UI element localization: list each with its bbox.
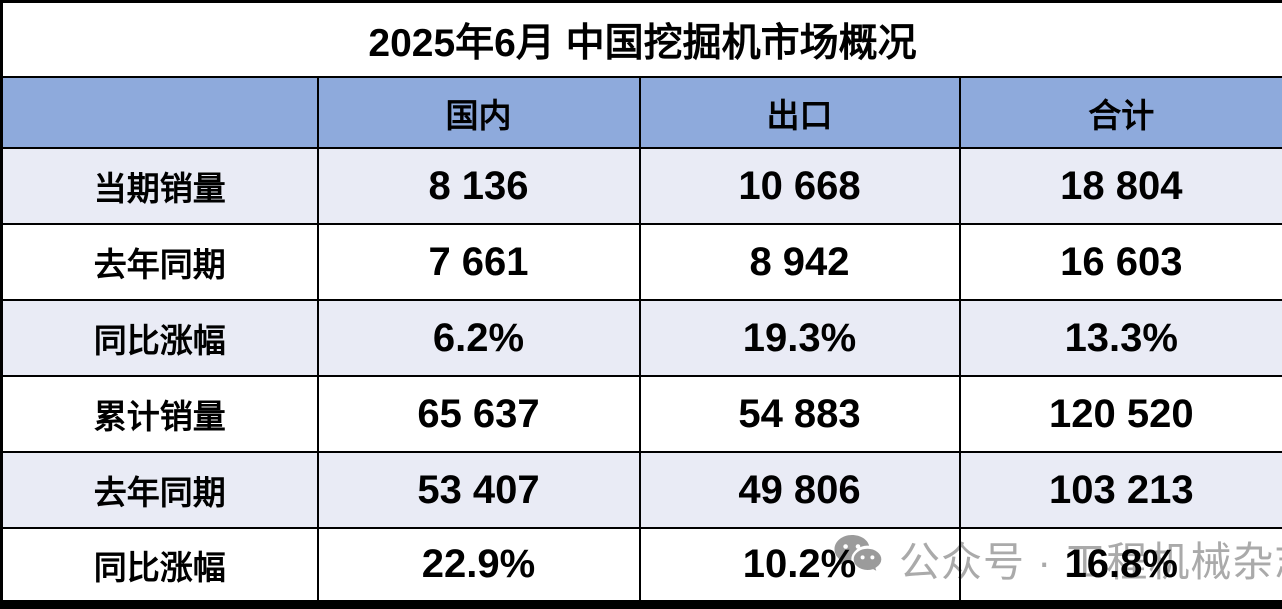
cell-domestic: 22.9%: [316, 527, 641, 606]
header-cell-empty: [0, 76, 319, 150]
cell-domestic: 65 637: [316, 375, 641, 454]
cell-export: 8 942: [638, 223, 961, 302]
cell-domestic: 7 661: [316, 223, 641, 302]
table-row-yoy-growth: 同比涨幅 6.2% 19.3% 13.3%: [0, 299, 1282, 378]
cell-export: 10.2%: [638, 527, 961, 606]
cell-export: 10 668: [638, 147, 961, 226]
table-row-cumulative-sales: 累计销量 65 637 54 883 120 520: [0, 375, 1282, 454]
cell-domestic: 8 136: [316, 147, 641, 226]
cell-export: 54 883: [638, 375, 961, 454]
header-cell-total: 合计: [958, 76, 1282, 150]
cell-total: 18 804: [958, 147, 1282, 226]
cell-total: 13.3%: [958, 299, 1282, 378]
table-row-cumulative-yoy-growth: 同比涨幅 22.9% 10.2% 16.8%: [0, 527, 1282, 606]
row-label: 同比涨幅: [0, 527, 319, 606]
cell-total: 16.8%: [958, 527, 1282, 606]
row-label: 当期销量: [0, 147, 319, 226]
cell-total: 16 603: [958, 223, 1282, 302]
cell-domestic: 6.2%: [316, 299, 641, 378]
header-cell-export: 出口: [638, 76, 961, 150]
cell-export: 19.3%: [638, 299, 961, 378]
row-label: 去年同期: [0, 223, 319, 302]
table-row-current-sales: 当期销量 8 136 10 668 18 804: [0, 147, 1282, 226]
cell-export: 49 806: [638, 451, 961, 530]
header-cell-domestic: 国内: [316, 76, 641, 150]
table-row-last-year-same-period: 去年同期 7 661 8 942 16 603: [0, 223, 1282, 302]
row-label: 去年同期: [0, 451, 319, 530]
row-label: 同比涨幅: [0, 299, 319, 378]
row-label: 累计销量: [0, 375, 319, 454]
table-row-cumulative-last-year: 去年同期 53 407 49 806 103 213: [0, 451, 1282, 530]
cell-total: 120 520: [958, 375, 1282, 454]
cell-total: 103 213: [958, 451, 1282, 530]
table-header-row: 国内 出口 合计: [0, 76, 1282, 150]
table-title-row: 2025年6月 中国挖掘机市场概况: [0, 0, 1282, 79]
page-title: 2025年6月 中国挖掘机市场概况: [0, 0, 1282, 79]
cell-domestic: 53 407: [316, 451, 641, 530]
